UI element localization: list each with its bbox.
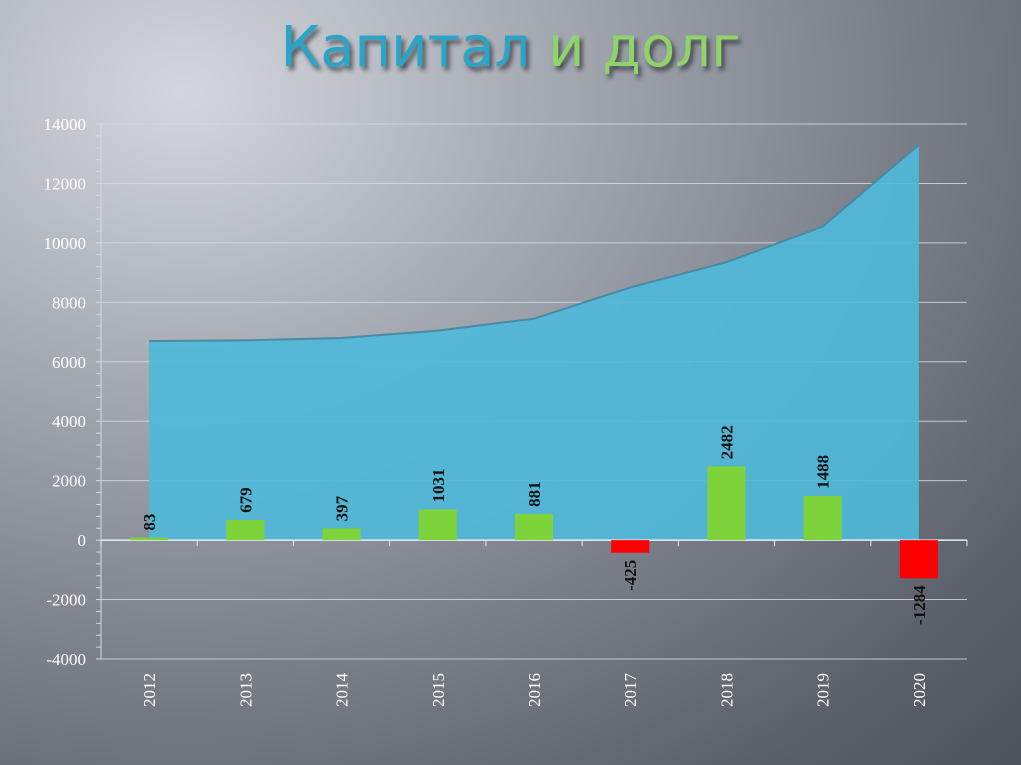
y-tick-label: -2000 — [46, 591, 86, 610]
bar-data-label: 397 — [333, 495, 352, 521]
y-tick-label: -4000 — [46, 650, 86, 669]
y-tick-label: 0 — [78, 531, 87, 550]
bar-data-label: -425 — [621, 560, 640, 591]
x-tick-label: 2017 — [621, 673, 640, 708]
chart-title: Капитал и долг — [0, 12, 1021, 84]
debt-bar — [418, 509, 457, 541]
title-part-debt: и долг — [548, 15, 741, 80]
debt-bar — [611, 540, 650, 553]
y-tick-label: 4000 — [52, 412, 86, 431]
debt-bar — [226, 519, 265, 541]
title-part-capital: Капитал — [280, 15, 531, 80]
bar-data-label: 679 — [236, 487, 255, 513]
y-tick-label: 14000 — [44, 115, 87, 134]
debt-bar — [899, 540, 938, 579]
y-tick-label: 2000 — [52, 472, 86, 491]
x-tick-label: 2012 — [140, 673, 159, 707]
x-tick-label: 2020 — [910, 673, 929, 707]
bar-data-label: 2482 — [717, 425, 736, 459]
debt-bar — [322, 528, 361, 541]
capital-area — [149, 144, 919, 541]
x-tick-label: 2013 — [236, 673, 255, 707]
capital-area-line — [149, 144, 920, 342]
bar-data-label: 83 — [140, 514, 159, 531]
debt-bar — [803, 495, 842, 541]
bar-data-label: 881 — [525, 481, 544, 507]
debt-bar — [515, 513, 553, 541]
bar-data-label: 1031 — [429, 468, 448, 502]
x-tick-label: 2019 — [814, 673, 833, 707]
bar-data-label: 1488 — [814, 455, 833, 489]
x-tick-label: 2018 — [717, 673, 736, 707]
y-tick-label: 10000 — [44, 234, 87, 253]
debt-bar — [707, 466, 746, 541]
y-tick-label: 12000 — [44, 174, 87, 193]
debt-bar — [130, 537, 169, 541]
bar-data-label: -1284 — [910, 585, 929, 625]
x-tick-label: 2015 — [429, 673, 448, 707]
x-tick-label: 2014 — [333, 673, 352, 708]
y-tick-label: 8000 — [52, 293, 86, 312]
y-tick-label: 6000 — [52, 353, 86, 372]
x-tick-label: 2016 — [525, 673, 544, 707]
